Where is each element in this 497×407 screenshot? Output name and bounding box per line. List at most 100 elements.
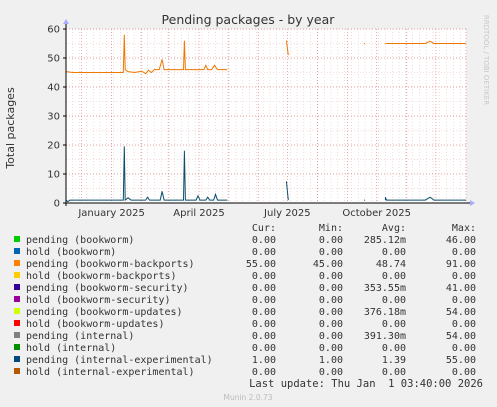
legend-value: 0.00	[319, 235, 343, 246]
legend-value: 0.00	[252, 331, 276, 342]
y-axis-arrow-icon	[63, 19, 69, 24]
legend-series-name: pending (internal)	[26, 331, 134, 342]
y-tick-label: 0	[54, 199, 60, 210]
legend-value: 0.00	[452, 343, 476, 354]
x-tick-label: January 2025	[77, 208, 145, 219]
legend-value: 391.30m	[364, 331, 406, 342]
legend-series-name: pending (bookworm-backports)	[26, 259, 195, 270]
legend-value: 45.00	[313, 259, 343, 270]
legend-value: 0.00	[452, 247, 476, 258]
x-tick-labels: January 2025 April 2025 July 2025 October 2…	[77, 208, 411, 219]
legend-swatch	[14, 296, 20, 302]
legend-series-name: hold (internal)	[26, 343, 116, 354]
legend-value: 353.55m	[364, 283, 406, 294]
y-tick-label: 60	[47, 25, 60, 36]
y-tick-labels: 0 10 20 30 40 50 60	[47, 25, 66, 210]
legend-value: 0.00	[452, 271, 476, 282]
legend-series-name: hold (internal-experimental)	[26, 367, 195, 378]
y-tick-label: 40	[47, 83, 60, 94]
legend-value: 0.00	[382, 295, 406, 306]
legend-series-name: hold (bookworm-updates)	[26, 319, 164, 330]
legend-swatch	[14, 356, 20, 362]
chart-title: Pending packages - by year	[162, 12, 336, 27]
legend-value: 1.00	[252, 355, 276, 366]
legend-value: 54.00	[446, 307, 476, 318]
legend-value: 0.00	[452, 367, 476, 378]
legend-value: 0.00	[252, 295, 276, 306]
legend-value: 46.00	[446, 235, 476, 246]
legend-value: 0.00	[452, 319, 476, 330]
legend-value: 0.00	[252, 367, 276, 378]
legend-value: 0.00	[252, 343, 276, 354]
legend-swatch	[14, 332, 20, 338]
legend-value: 54.00	[446, 331, 476, 342]
series-line	[65, 146, 228, 203]
series-line	[285, 181, 289, 201]
legend-header: Cur:	[252, 223, 276, 234]
legend-series-name: pending (bookworm)	[26, 235, 134, 246]
y-axis-label: Total packages	[4, 87, 17, 170]
legend-value: 285.12m	[364, 235, 406, 246]
legend-series-name: hold (bookworm)	[26, 247, 116, 258]
rrdtool-credit: RRDTOOL / TOBI OETIKER	[482, 15, 490, 105]
legend-value: 0.00	[382, 367, 406, 378]
x-tick-label: April 2025	[173, 208, 224, 219]
legend-value: 0.00	[319, 343, 343, 354]
legend-value: 1.00	[319, 355, 343, 366]
y-tick-label: 10	[47, 170, 60, 181]
legend-value: 0.00	[252, 319, 276, 330]
munin-version: Munin 2.0.73	[223, 393, 272, 402]
legend-swatch	[14, 272, 20, 278]
legend-value: 0.00	[382, 247, 406, 258]
legend-series-name: pending (bookworm-updates)	[26, 307, 183, 318]
legend-value: 91.00	[446, 259, 476, 270]
legend-value: 0.00	[252, 235, 276, 246]
legend-value: 0.00	[252, 307, 276, 318]
legend-value: 1.39	[382, 355, 406, 366]
x-axis-arrow-icon	[470, 200, 475, 206]
legend-series-name: pending (bookworm-security)	[26, 283, 189, 294]
series-line	[285, 40, 289, 56]
legend-value: 0.00	[319, 247, 343, 258]
x-tick-label: July 2025	[263, 208, 311, 219]
legend-value: 0.00	[319, 295, 343, 306]
series-line	[65, 34, 228, 75]
legend-value: 55.00	[246, 259, 276, 270]
legend-value: 41.00	[446, 283, 476, 294]
last-update-text: Last update: Thu Jan 1 03:40:00 2026	[249, 378, 483, 390]
legend-header: Avg:	[382, 223, 406, 234]
legend-swatch	[14, 248, 20, 254]
legend-swatch	[14, 260, 20, 266]
grid-lines	[65, 28, 467, 204]
legend-header: Min:	[319, 223, 343, 234]
legend-value: 0.00	[382, 271, 406, 282]
legend-value: 0.00	[252, 271, 276, 282]
legend-swatch	[14, 344, 20, 350]
legend-value: 0.00	[319, 283, 343, 294]
series-line	[385, 40, 466, 44]
legend-value: 55.00	[446, 355, 476, 366]
y-tick-label: 30	[47, 112, 60, 123]
legend-value: 0.00	[382, 343, 406, 354]
legend-swatch	[14, 236, 20, 242]
axes	[63, 19, 475, 206]
legend-swatch	[14, 320, 20, 326]
legend-series-name: pending (internal-experimental)	[26, 355, 213, 366]
legend-value: 0.00	[252, 247, 276, 258]
legend-swatch	[14, 284, 20, 290]
legend-swatch	[14, 308, 20, 314]
legend: Cur: Min: Avg: Max:pending (bookworm) 0.00 0.…	[14, 223, 476, 378]
legend-value: 376.18m	[364, 307, 406, 318]
legend-value: 0.00	[452, 295, 476, 306]
legend-value: 0.00	[319, 307, 343, 318]
legend-value: 0.00	[382, 319, 406, 330]
legend-series-name: hold (bookworm-security)	[26, 295, 171, 306]
x-tick-label: October 2025	[342, 208, 411, 219]
legend-value: 0.00	[319, 271, 343, 282]
y-tick-label: 20	[47, 141, 60, 152]
legend-value: 0.00	[252, 283, 276, 294]
legend-value: 0.00	[319, 367, 343, 378]
legend-series-name: hold (bookworm-backports)	[26, 271, 177, 282]
legend-swatch	[14, 368, 20, 374]
